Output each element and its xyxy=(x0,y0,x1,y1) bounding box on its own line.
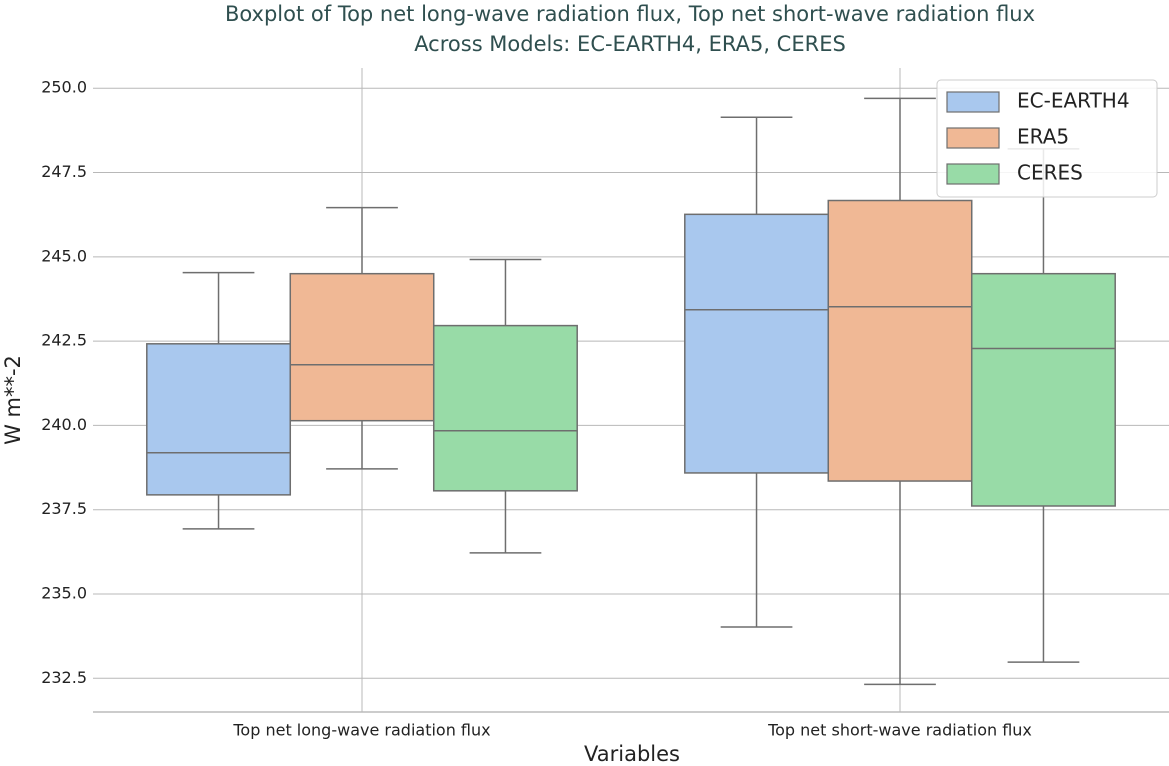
x-axis-label: Variables xyxy=(584,742,680,766)
y-tick-label: 237.5 xyxy=(41,499,87,518)
legend-label: EC-EARTH4 xyxy=(1017,89,1130,113)
box-group xyxy=(684,116,830,628)
box xyxy=(146,343,292,496)
y-tick-label: 235.0 xyxy=(41,583,87,602)
y-tick-label: 250.0 xyxy=(41,78,87,97)
box-group xyxy=(970,148,1116,663)
box xyxy=(289,272,435,422)
box-group xyxy=(289,206,435,470)
legend-swatch xyxy=(946,163,1000,185)
y-axis-label: W m**-2 xyxy=(1,355,25,445)
y-tick-label: 247.5 xyxy=(41,162,87,181)
chart-subtitle: Across Models: EC-EARTH4, ERA5, CERES xyxy=(414,32,846,56)
box-group xyxy=(827,97,973,686)
legend-swatch xyxy=(946,127,1000,149)
box xyxy=(432,324,578,492)
box-group xyxy=(146,271,292,530)
box xyxy=(684,213,830,474)
x-tick-label: Top net short-wave radiation flux xyxy=(767,721,1032,740)
y-tick-label: 245.0 xyxy=(41,246,87,265)
chart-title: Boxplot of Top net long-wave radiation f… xyxy=(225,2,1035,26)
legend-swatch xyxy=(946,91,1000,113)
y-tick-label: 240.0 xyxy=(41,415,87,434)
y-tick-label: 232.5 xyxy=(41,668,87,687)
box xyxy=(827,199,973,482)
box-group xyxy=(432,258,578,554)
y-tick-label: 242.5 xyxy=(41,331,87,350)
x-tick-label: Top net long-wave radiation flux xyxy=(232,721,490,740)
legend-label: ERA5 xyxy=(1017,125,1069,149)
legend-label: CERES xyxy=(1017,161,1083,185)
box xyxy=(970,272,1116,507)
legend: EC-EARTH4 ERA5 CERES xyxy=(936,79,1158,198)
